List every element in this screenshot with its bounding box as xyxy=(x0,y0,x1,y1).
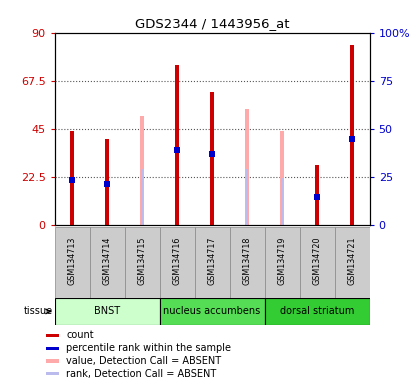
Bar xyxy=(350,45,354,225)
Bar xyxy=(315,165,319,225)
Text: count: count xyxy=(66,331,94,341)
FancyBboxPatch shape xyxy=(160,298,265,325)
FancyBboxPatch shape xyxy=(265,227,299,298)
Text: percentile rank within the sample: percentile rank within the sample xyxy=(66,343,231,353)
Text: rank, Detection Call = ABSENT: rank, Detection Call = ABSENT xyxy=(66,369,216,379)
Text: nucleus accumbens: nucleus accumbens xyxy=(163,306,261,316)
Bar xyxy=(105,139,109,225)
FancyBboxPatch shape xyxy=(194,227,230,298)
Text: GSM134719: GSM134719 xyxy=(278,237,286,285)
Text: GSM134715: GSM134715 xyxy=(138,237,147,285)
Text: GSM134714: GSM134714 xyxy=(102,237,112,285)
FancyBboxPatch shape xyxy=(89,227,125,298)
Bar xyxy=(140,116,144,225)
Text: tissue: tissue xyxy=(24,306,53,316)
Text: GSM134716: GSM134716 xyxy=(173,237,181,285)
Text: GSM134713: GSM134713 xyxy=(68,237,76,285)
FancyBboxPatch shape xyxy=(55,298,160,325)
Bar xyxy=(281,178,283,225)
Bar xyxy=(46,359,59,362)
FancyBboxPatch shape xyxy=(55,227,89,298)
Bar xyxy=(46,372,59,375)
Text: value, Detection Call = ABSENT: value, Detection Call = ABSENT xyxy=(66,356,221,366)
Text: GSM134721: GSM134721 xyxy=(348,237,357,285)
Text: dorsal striatum: dorsal striatum xyxy=(280,306,354,316)
Bar xyxy=(141,169,143,225)
FancyBboxPatch shape xyxy=(299,227,335,298)
Bar xyxy=(46,347,59,350)
Title: GDS2344 / 1443956_at: GDS2344 / 1443956_at xyxy=(135,17,289,30)
Bar xyxy=(46,334,59,337)
Bar xyxy=(175,65,179,225)
Bar xyxy=(246,169,248,225)
Text: GSM134720: GSM134720 xyxy=(312,237,322,285)
Bar xyxy=(245,109,249,225)
Text: GSM134718: GSM134718 xyxy=(243,237,252,285)
FancyBboxPatch shape xyxy=(335,227,370,298)
FancyBboxPatch shape xyxy=(160,227,194,298)
Bar xyxy=(210,93,214,225)
FancyBboxPatch shape xyxy=(230,227,265,298)
Bar xyxy=(70,131,74,225)
Bar xyxy=(281,131,284,225)
FancyBboxPatch shape xyxy=(125,227,160,298)
FancyBboxPatch shape xyxy=(265,298,370,325)
Text: GSM134717: GSM134717 xyxy=(207,237,217,285)
Text: BNST: BNST xyxy=(94,306,120,316)
